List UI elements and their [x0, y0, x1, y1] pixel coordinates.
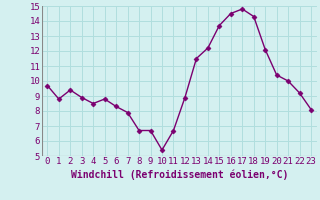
X-axis label: Windchill (Refroidissement éolien,°C): Windchill (Refroidissement éolien,°C)	[70, 169, 288, 180]
